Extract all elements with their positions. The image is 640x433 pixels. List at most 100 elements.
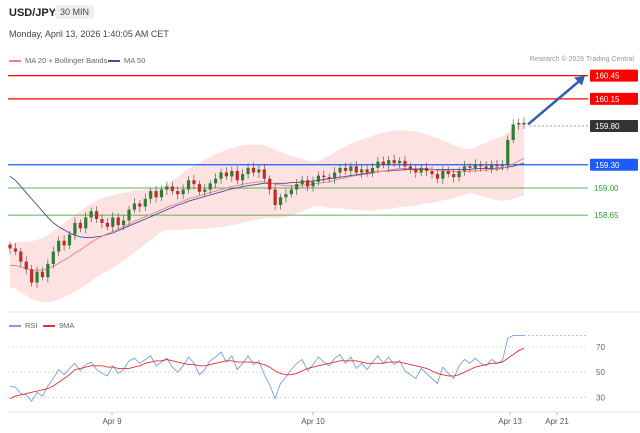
candle-body <box>197 184 201 192</box>
candle-body <box>57 240 61 252</box>
candle-body <box>192 180 196 185</box>
chart-header: USD/JPY 30 MIN <box>0 0 640 24</box>
forecast-arrow-head <box>574 75 585 86</box>
candle-body <box>468 166 472 168</box>
x-tick-label: Apr 13 <box>498 417 522 426</box>
candle-body <box>343 167 348 171</box>
candle-body <box>333 172 337 179</box>
candle-body <box>441 170 445 179</box>
level-label-159.30: 159.30 <box>595 161 620 170</box>
candle-body <box>78 222 82 229</box>
timeframe-badge[interactable]: 30 MIN <box>55 5 95 19</box>
ma50-swatch <box>108 59 120 62</box>
candle-body <box>208 183 212 190</box>
candle-body <box>392 160 396 164</box>
candle-body <box>354 166 358 173</box>
rsi-tick-70: 70 <box>596 343 605 352</box>
candle-body <box>295 184 299 190</box>
ma9-label: 9MA <box>59 321 75 330</box>
legend-rsi: RSI <box>9 321 38 330</box>
candle-body <box>446 170 450 175</box>
ma9-swatch <box>43 324 55 327</box>
candle-body <box>143 198 147 207</box>
ma20-swatch <box>9 59 21 62</box>
candle-body <box>397 160 402 164</box>
candle-body <box>8 244 12 249</box>
candle-body <box>473 164 477 168</box>
candle-body <box>403 160 407 167</box>
candle-body <box>30 269 34 283</box>
candle-body <box>230 170 234 177</box>
candle-body <box>522 122 526 125</box>
candle-body <box>381 161 385 165</box>
x-tick-label: Apr 21 <box>545 417 569 426</box>
candle-body <box>219 172 223 179</box>
candle-body <box>251 167 256 173</box>
candle-body <box>305 180 310 187</box>
level-box-159.30 <box>590 158 638 171</box>
candle-body <box>127 209 131 221</box>
candle-body <box>73 222 77 235</box>
candle-body <box>387 160 391 165</box>
candle-body <box>376 161 380 168</box>
candle-body <box>203 189 207 192</box>
candle-body <box>435 174 440 179</box>
level-label-160.45: 160.45 <box>595 72 620 81</box>
level-label-160.15: 160.15 <box>595 95 620 104</box>
level-box-160.15 <box>590 92 638 105</box>
candle-body <box>105 222 109 227</box>
candle-body <box>24 261 28 270</box>
candle-body <box>370 167 375 173</box>
candle-body <box>360 169 364 173</box>
candle-body <box>100 219 104 223</box>
candle-body <box>122 220 126 226</box>
candle-body <box>132 203 137 210</box>
candle-body <box>511 124 515 140</box>
candle-body <box>170 186 174 192</box>
candle-body <box>311 181 315 187</box>
candle-body <box>289 189 293 195</box>
candle-body <box>338 167 342 173</box>
candle-body <box>425 167 429 171</box>
candle-body <box>408 166 412 170</box>
research-credit: Research © 2026 Trading Central <box>529 56 634 63</box>
candle-body <box>46 263 50 278</box>
candle-body <box>149 191 153 199</box>
candle-body <box>111 217 115 227</box>
x-tick-label: Apr 9 <box>102 417 122 426</box>
ma50-label: MA 50 <box>124 56 146 65</box>
candle-body <box>19 251 23 262</box>
ma20-line <box>10 158 525 271</box>
level-label-159.80: 159.80 <box>595 122 620 131</box>
x-tick-label: Apr 10 <box>301 417 325 426</box>
forecast-arrow <box>527 78 582 126</box>
candle-body <box>365 169 369 173</box>
candle-body <box>84 217 88 229</box>
candle-body <box>419 167 423 173</box>
level-box-160.45 <box>590 69 638 82</box>
rsi-line <box>9 335 524 402</box>
level-box-159.80 <box>590 120 638 132</box>
candle-body <box>273 189 277 206</box>
legend-ma9: 9MA <box>43 321 74 330</box>
candle-body <box>479 164 483 167</box>
candle-body <box>489 164 494 168</box>
ma20-label: MA 20 + Bollinger Bands <box>25 56 108 65</box>
candle-body <box>462 166 467 171</box>
candle-body <box>235 170 239 181</box>
candle-body <box>138 203 142 207</box>
level-label-158.65: 158.65 <box>594 211 619 220</box>
ma50-line <box>9 162 525 239</box>
candle-body <box>154 191 158 198</box>
candle-body <box>159 189 164 198</box>
rsi-tick-30: 30 <box>596 393 605 402</box>
symbol-title: USD/JPY <box>9 7 57 19</box>
legend-ma20: MA 20 + Bollinger Bands <box>9 56 107 65</box>
legend-ma50: MA 50 <box>108 56 145 65</box>
candle-body <box>430 170 434 175</box>
candle-body <box>176 191 180 195</box>
candle-body <box>214 178 218 184</box>
candle-body <box>186 180 191 190</box>
candle-body <box>268 178 272 190</box>
